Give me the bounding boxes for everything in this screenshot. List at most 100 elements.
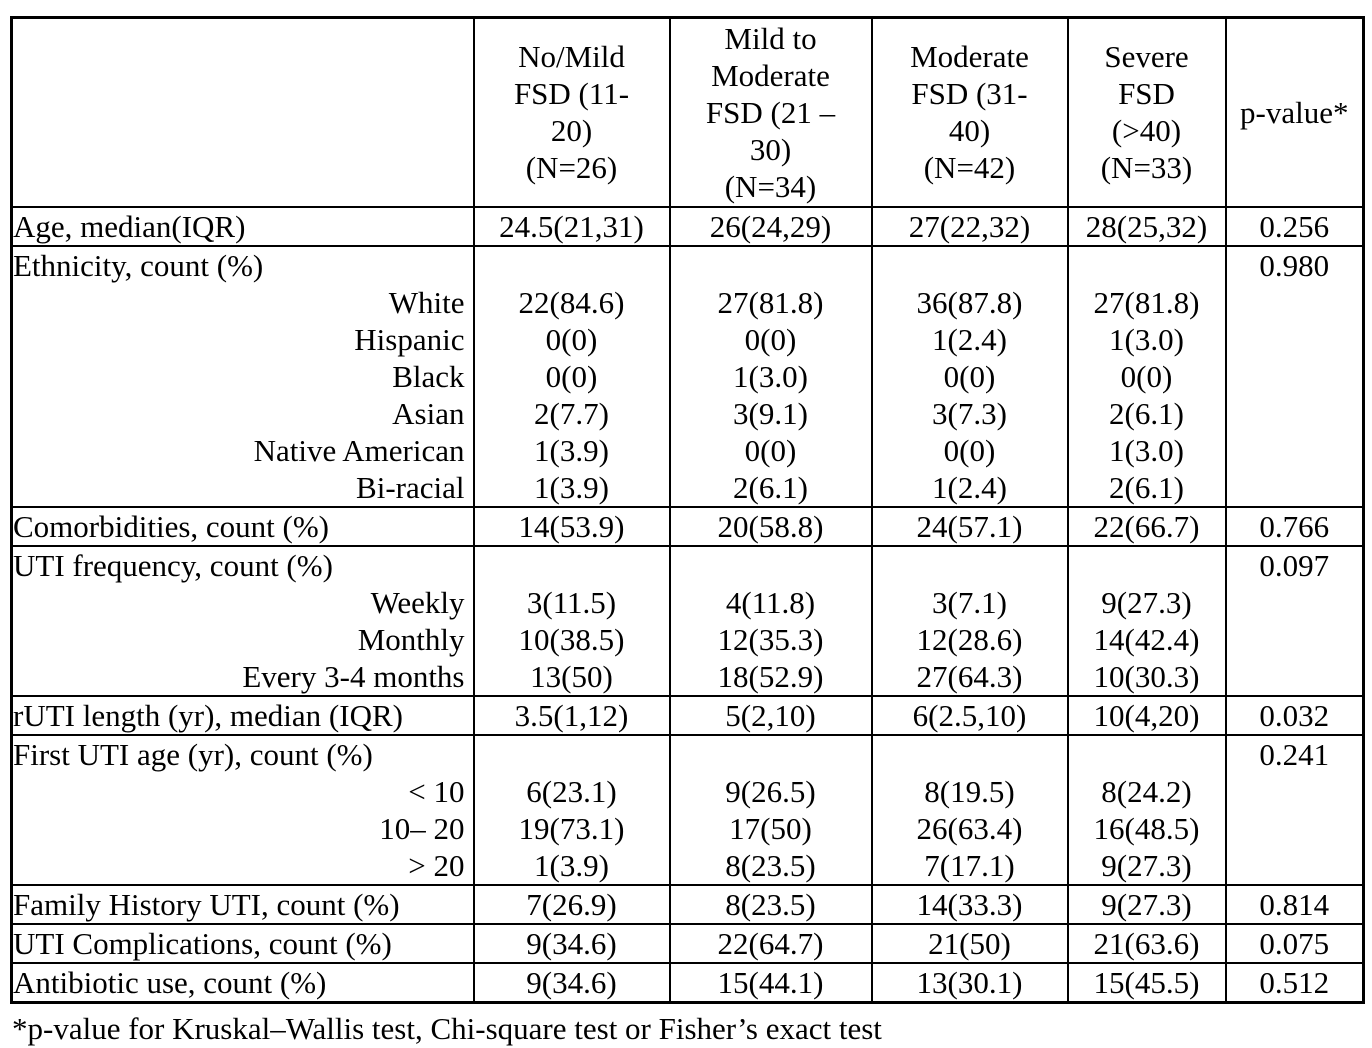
value-cell: 0(0) (545, 321, 598, 357)
group-label: UTI frequency, count (%) (13, 547, 333, 583)
value-cell: 36(87.8) (916, 284, 1023, 320)
header-cell-p-value: p-value* (1224, 16, 1365, 208)
value-cell: 0(0) (545, 358, 598, 394)
value-cell: 8(24.2) (1101, 773, 1192, 809)
value-cell: 4(11.8) (725, 584, 816, 620)
table-footnote: *p-value for Kruskal–Wallis test, Chi-sq… (12, 1010, 882, 1046)
value-cell: 22(84.6) (518, 284, 625, 320)
fsd-characteristics-table: No/Mild FSD (11- 20) (N=26) Mild to Mode… (10, 16, 1365, 1004)
group-value-cell: 22(84.6) 0(0) 0(0) 2(7.7) 1(3.9) 1(3.9) (472, 244, 671, 508)
blank-line (1070, 248, 1224, 284)
table-body: Age, median(IQR) 24.5(21,31) 26(24,29) 27(2… (10, 205, 1365, 1003)
value-cell: 1(3.9) (534, 432, 609, 468)
section-row-8: Antibiotic use, count (%) 9(34.6) 15(44.1)… (10, 961, 1365, 1003)
value-cell: 9(34.6) (472, 961, 671, 1003)
blank-line (874, 248, 1066, 284)
value-cell: 1(3.9) (534, 847, 609, 883)
blank-line (672, 548, 870, 584)
row-label-cell: Antibiotic use, count (%) (10, 961, 475, 1003)
blank-line (476, 548, 668, 584)
value-cell: 15(44.1) (668, 961, 873, 1003)
group-value-cell: 8(24.2) 16(48.5) 9(27.3) (1066, 733, 1227, 886)
blank-line (476, 737, 668, 773)
sub-row-label: White (388, 284, 465, 320)
value-cell: 9(27.3) (1066, 883, 1227, 925)
blank-line (476, 248, 668, 284)
section-row-0: Age, median(IQR) 24.5(21,31) 26(24,29) 27(2… (10, 205, 1365, 247)
value-cell: 2(7.7) (534, 395, 609, 431)
group-p-value-cell: 0.241 (1224, 733, 1365, 886)
group-value-cell: 9(26.5) 17(50) 8(23.5) (668, 733, 873, 886)
value-cell: 3(9.1) (733, 395, 808, 431)
sub-row-label: Asian (392, 395, 465, 431)
value-cell: 22(64.7) (668, 922, 873, 964)
value-cell: 24(57.1) (870, 505, 1069, 547)
sub-row-label: Black (392, 358, 465, 394)
sub-row-label: Every 3-4 months (242, 658, 465, 694)
value-cell: 1(3.9) (534, 469, 609, 505)
section-row-7: UTI Complications, count (%) 9(34.6) 22(64… (10, 922, 1365, 964)
value-cell: 26(63.4) (916, 810, 1023, 846)
sub-row-label: Monthly (357, 621, 465, 657)
value-cell: 12(28.6) (916, 621, 1023, 657)
value-cell: 1(3.0) (1109, 432, 1184, 468)
group-label-cell: First UTI age (yr), count (%) < 10 10– 20 >… (10, 733, 475, 886)
group-p-value-cell: 0.097 (1224, 544, 1365, 697)
header-cell-row-labels (10, 16, 475, 208)
section-row-1: Ethnicity, count (%) White Hispanic Black As… (10, 244, 1365, 508)
value-cell: 13(50) (530, 658, 613, 694)
value-cell: 27(22,32) (870, 205, 1069, 247)
value-cell: 8(19.5) (924, 773, 1015, 809)
value-cell: 0(0) (744, 432, 797, 468)
value-cell: 6(23.1) (526, 773, 617, 809)
group-value-cell: 27(81.8) 0(0) 1(3.0) 3(9.1) 0(0) 2(6.1) (668, 244, 873, 508)
value-cell: 9(26.5) (725, 773, 816, 809)
value-cell: 10(30.3) (1093, 658, 1200, 694)
value-cell: 1(3.0) (1109, 321, 1184, 357)
value-cell: 10(38.5) (518, 621, 625, 657)
sub-row-label: > 20 (408, 847, 465, 883)
value-cell: 15(45.5) (1066, 961, 1227, 1003)
value-cell: 14(42.4) (1093, 621, 1200, 657)
value-cell: 8(23.5) (725, 847, 816, 883)
value-cell: 21(50) (870, 922, 1069, 964)
value-cell: 14(33.3) (870, 883, 1069, 925)
value-cell: 5(2,10) (668, 694, 873, 736)
group-value-cell: 3(11.5) 10(38.5) 13(50) (472, 544, 671, 697)
p-value: 0.241 (1259, 736, 1330, 772)
value-cell: 3(7.1) (932, 584, 1007, 620)
p-value-cell: 0.075 (1224, 922, 1365, 964)
section-row-2: Comorbidities, count (%) 14(53.9) 20(58.8)… (10, 505, 1365, 547)
value-cell: 10(4,20) (1066, 694, 1227, 736)
value-cell: 27(64.3) (916, 658, 1023, 694)
p-value: 0.097 (1259, 547, 1330, 583)
value-cell: 12(35.3) (717, 621, 824, 657)
sub-row-label: Native American (253, 432, 465, 468)
group-label-cell: Ethnicity, count (%) White Hispanic Black As… (10, 244, 475, 508)
group-value-cell: 9(27.3) 14(42.4) 10(30.3) (1066, 544, 1227, 697)
blank-line (1070, 737, 1224, 773)
blank-line (1070, 548, 1224, 584)
value-cell: 26(24,29) (668, 205, 873, 247)
p-value-cell: 0.814 (1224, 883, 1365, 925)
sub-row-label: Hispanic (354, 321, 465, 357)
value-cell: 3(7.3) (932, 395, 1007, 431)
value-cell: 22(66.7) (1066, 505, 1227, 547)
value-cell: 9(34.6) (472, 922, 671, 964)
value-cell: 2(6.1) (1109, 395, 1184, 431)
sub-row-label: Bi-racial (356, 469, 465, 505)
value-cell: 1(2.4) (932, 321, 1007, 357)
value-cell: 2(6.1) (733, 469, 808, 505)
group-value-cell: 6(23.1) 19(73.1) 1(3.9) (472, 733, 671, 886)
sub-row-label: Weekly (370, 584, 465, 620)
value-cell: 2(6.1) (1109, 469, 1184, 505)
value-cell: 14(53.9) (472, 505, 671, 547)
row-label-cell: rUTI length (yr), median (IQR) (10, 694, 475, 736)
group-label-cell: UTI frequency, count (%) Weekly Monthly Eve… (10, 544, 475, 697)
group-value-cell: 3(7.1) 12(28.6) 27(64.3) (870, 544, 1069, 697)
value-cell: 3.5(1,12) (472, 694, 671, 736)
value-cell: 9(27.3) (1101, 584, 1192, 620)
group-label: First UTI age (yr), count (%) (13, 736, 373, 772)
header-cell-severe-fsd: Severe FSD (>40) (N=33) (1066, 16, 1227, 208)
